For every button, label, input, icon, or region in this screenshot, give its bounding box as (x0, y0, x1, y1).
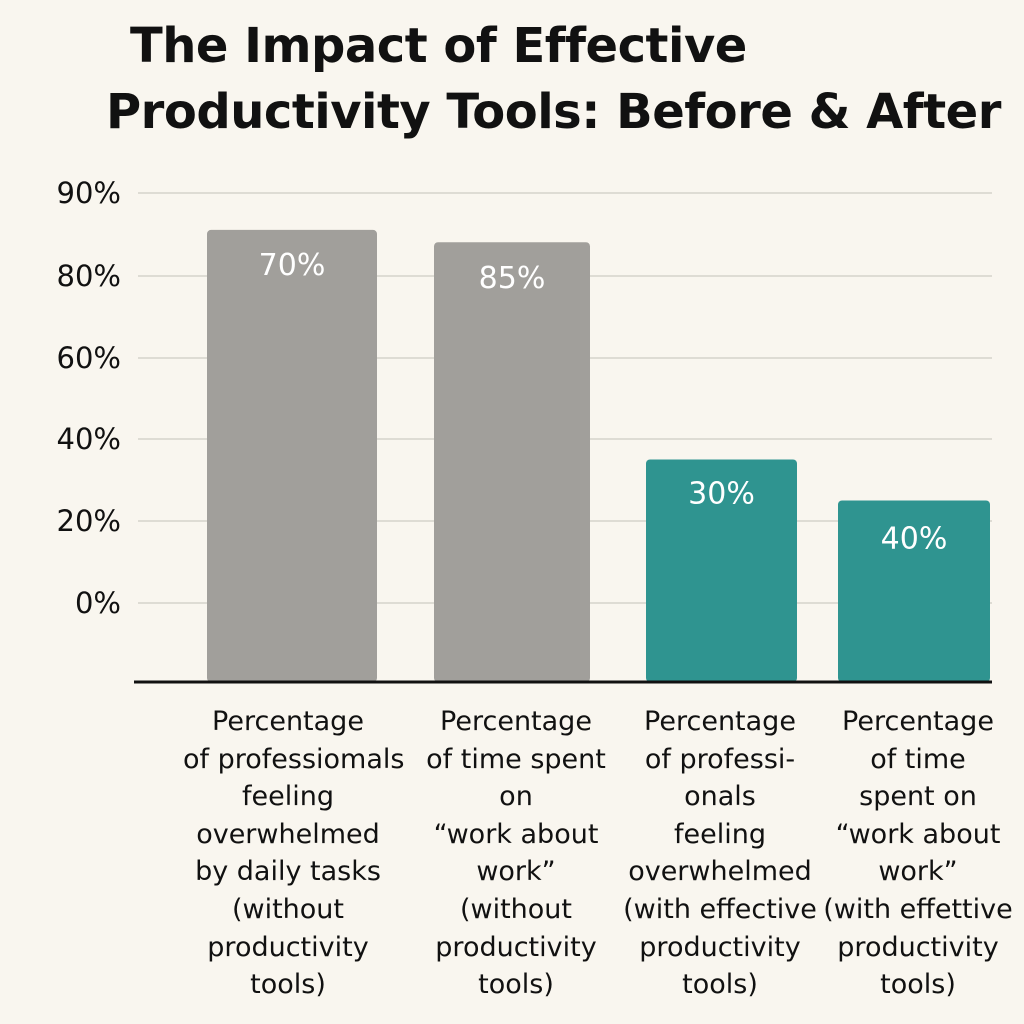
category-label-line: productivity (639, 931, 801, 963)
bar-data-label: 85% (479, 261, 546, 296)
category-label-line: “work about (835, 818, 1001, 850)
chart-title: The Impact of Effective Productivity Too… (0, 18, 1024, 140)
category-label-3: Percentage of professi-onals feeling overwh… (615, 703, 825, 1004)
category-label-line: tools) (880, 969, 956, 1001)
bar-4 (838, 500, 990, 682)
category-label-line: of time (870, 743, 966, 775)
bar-1 (207, 229, 377, 682)
bar-2 (434, 242, 590, 682)
category-label-line: tools) (682, 969, 758, 1001)
bars (207, 229, 990, 682)
category-label-line: productivity (435, 931, 597, 963)
bar-data-label: 30% (688, 477, 755, 512)
category-label-line: onals (684, 781, 756, 813)
bar-3 (646, 459, 797, 682)
category-label-line: productivity (837, 931, 999, 963)
y-tick-label: 40% (57, 422, 121, 456)
chart-title-line-2: Productivity Tools: Before & After (106, 84, 1001, 140)
category-label-line: tools) (478, 969, 554, 1001)
y-tick-label: 0% (75, 586, 121, 620)
category-label-line: (without (231, 893, 345, 925)
category-label-line: by daily tasks (195, 856, 381, 888)
category-label-line: overwhelmed (196, 818, 380, 850)
y-tick-label: 20% (57, 504, 121, 538)
y-tick-label: 60% (57, 341, 121, 375)
category-label-line: on (499, 781, 533, 813)
bar-data-label: 70% (259, 248, 326, 283)
category-label-line: feeling (674, 818, 766, 850)
category-label-line: of professiomals (183, 743, 405, 775)
category-label-line: (without (459, 893, 573, 925)
bar-data-label: 40% (881, 522, 948, 557)
category-label-line: of time spent (426, 743, 606, 775)
bar-data-labels: 70% 85% 30% 40% (259, 248, 948, 557)
category-label-line: Percentage (644, 706, 796, 737)
category-label-4: Percentage of time spent on “work about work… (813, 703, 1023, 1004)
category-label-line: overwhelmed (628, 856, 812, 888)
category-label-1: Percentage of professiomals feeling overwhe… (183, 703, 405, 1004)
category-label-line: spent on (859, 781, 977, 813)
category-label-line: Percentage (212, 706, 364, 737)
category-label-line: productivity (207, 931, 369, 963)
category-label-line: work” (878, 856, 958, 888)
category-label-line: work” (476, 856, 556, 888)
category-label-line: of professi- (644, 743, 796, 775)
category-label-line: Percentage (440, 706, 592, 737)
category-label-line: (with effettive (823, 893, 1013, 925)
category-label-line: tools) (250, 969, 326, 1001)
category-label-line: Percentage (842, 706, 994, 737)
y-axis-tick-labels: 90% 80% 60% 40% 20% 0% (57, 176, 121, 620)
category-label-2: Percentage of time spent on “work about work… (411, 703, 621, 1004)
y-tick-label: 80% (57, 259, 121, 293)
category-label-line: (with effective (623, 893, 817, 925)
category-label-line: “work about (433, 818, 599, 850)
category-label-line: feeling (242, 781, 334, 813)
y-tick-label: 90% (57, 176, 121, 210)
chart-title-line-1: The Impact of Effective (130, 18, 747, 74)
